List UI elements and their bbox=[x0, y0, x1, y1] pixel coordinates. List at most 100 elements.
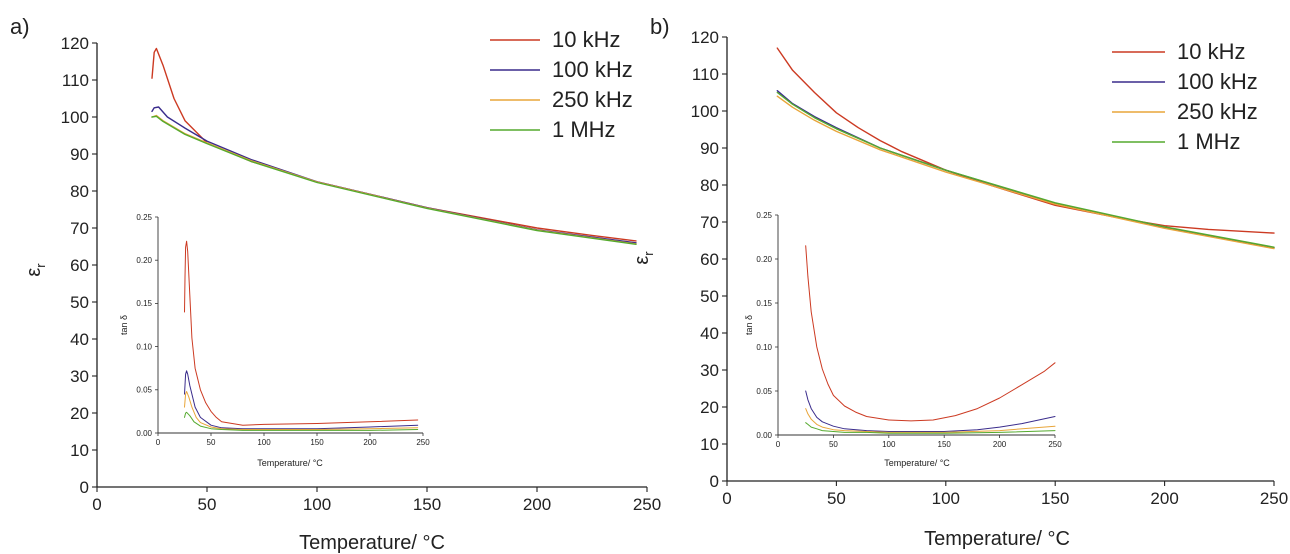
panel-b-inset: 0 50 100 150 200 2500.000.050.100.150.200.25 … bbox=[744, 211, 1062, 468]
panel-a-inset-series-250-khz bbox=[184, 391, 419, 430]
panel-b-y-tick-label: 110 bbox=[692, 65, 719, 84]
panel-b-inset-x-tick-label: 150 bbox=[938, 440, 952, 449]
panel-b-y-tick-label: 120 bbox=[691, 28, 719, 47]
panel-a-x-label: Temperature/ °C bbox=[299, 532, 445, 554]
panel-b-label: b) bbox=[650, 14, 670, 39]
panel-b-y-label: εr bbox=[631, 251, 656, 265]
panel-b-x-tick-label: 250 bbox=[1260, 489, 1288, 508]
panel-b-inset-y-tick-label: 0.20 bbox=[756, 255, 772, 264]
panel-a-y-tick-label: 0 bbox=[80, 478, 89, 497]
panel-a-inset-y-tick-label: 0.15 bbox=[136, 299, 152, 308]
panel-b-x-tick-label: 100 bbox=[932, 489, 960, 508]
panel-b-y-tick-label: 50 bbox=[700, 287, 719, 306]
panel-b-inset-x-tick-label: 50 bbox=[829, 440, 838, 449]
panel-a-inset-x-tick-label: 100 bbox=[257, 438, 271, 447]
panel-b-y-tick-label: 0 bbox=[710, 472, 719, 491]
panel-b-y-tick-label: 10 bbox=[700, 435, 719, 454]
panel-b-y-tick-label: 100 bbox=[691, 102, 719, 121]
panel-b-inset-y-tick-label: 0.10 bbox=[756, 343, 772, 352]
panel-a-y-tick-label: 10 bbox=[70, 441, 89, 460]
panel-b-x-tick-label: 150 bbox=[1041, 489, 1069, 508]
panel-b-inset-y-tick-label: 0.25 bbox=[756, 211, 772, 220]
panel-a-label: a) bbox=[10, 14, 30, 39]
panel-b-inset-x-tick-label: 250 bbox=[1048, 440, 1062, 449]
panel-b-inset-series-100-khz bbox=[805, 390, 1056, 432]
panel-b-inset-series-250-khz bbox=[805, 408, 1056, 433]
panel-b-y-tick-label: 70 bbox=[700, 213, 719, 232]
panel-b-legend: 10 kHz 100 kHz 250 kHz 1 MHz bbox=[1112, 39, 1258, 154]
panel-a-inset-x-tick-label: 0 bbox=[156, 438, 161, 447]
panel-a-legend-label-10-khz: 10 kHz bbox=[552, 27, 620, 52]
panel-a-legend: 10 kHz 100 kHz 250 kHz 1 MHz bbox=[490, 27, 633, 142]
panel-a-x-tick-label: 200 bbox=[523, 495, 551, 514]
panel-b-legend-label-250-khz: 250 kHz bbox=[1177, 99, 1258, 124]
panel-a-inset-y-tick-label: 0.20 bbox=[136, 256, 152, 265]
panel-a-ticks: 0 50 100 150 200 250 0 10 20 30 40 50 60 70 80 90 100 110… bbox=[61, 34, 662, 514]
panel-b-series-1-mhz bbox=[776, 91, 1275, 248]
panel-b-inset-y-tick-label: 0.15 bbox=[756, 299, 772, 308]
panel-b-y-tick-label: 80 bbox=[700, 176, 719, 195]
panel-a-y-tick-label: 110 bbox=[62, 71, 89, 90]
panel-a-inset-y-tick-label: 0.25 bbox=[136, 213, 152, 222]
panel-a-series-1-mhz bbox=[151, 115, 637, 246]
panel-a-inset-y-tick-label: 0.00 bbox=[136, 429, 152, 438]
panel-b-x-tick-label: 0 bbox=[722, 489, 731, 508]
panel-a-y-tick-label: 100 bbox=[61, 108, 89, 127]
panel-a-y-label: εr bbox=[23, 263, 48, 277]
panel-b-series-10-khz bbox=[776, 47, 1275, 234]
panel-b-inset-x-label: Temperature/ °C bbox=[884, 458, 950, 468]
panel-b-legend-label-100-khz: 100 kHz bbox=[1177, 69, 1258, 94]
panel-b-y-tick-label: 30 bbox=[700, 361, 719, 380]
panel-a-y-tick-label: 50 bbox=[70, 293, 89, 312]
panel-b-inset-series bbox=[805, 245, 1056, 434]
panel-b: b) 0 50 100 150 200 250 0 10 20 30 40 50 60 70 80 90 100… bbox=[631, 14, 1288, 550]
panel-a-inset-ticks: 0 50 100 150 200 250 0.00 0.05 0.10 0.15 0.20 0.25 bbox=[136, 213, 430, 447]
panel-a-y-tick-label: 20 bbox=[70, 404, 89, 423]
panel-b-series-250-khz bbox=[776, 95, 1275, 250]
panel-a-inset-series-10-khz bbox=[184, 240, 419, 426]
panel-b-inset-y-tick-label: 0.05 bbox=[756, 387, 772, 396]
panel-a-legend-label-100-khz: 100 kHz bbox=[552, 57, 633, 82]
panel-b-y-tick-label: 60 bbox=[700, 250, 719, 269]
panel-a-x-tick-label: 250 bbox=[633, 495, 661, 514]
panel-a-inset-x-label: Temperature/ °C bbox=[257, 458, 323, 468]
panel-a-x-tick-label: 0 bbox=[92, 495, 101, 514]
panel-b-x-tick-label: 200 bbox=[1150, 489, 1178, 508]
panel-a-y-tick-label: 30 bbox=[70, 367, 89, 386]
panel-a-y-tick-label: 60 bbox=[70, 256, 89, 275]
panel-a-inset-x-tick-label: 150 bbox=[310, 438, 324, 447]
panel-a-inset-x-tick-label: 50 bbox=[207, 438, 216, 447]
panel-b-x-label: Temperature/ °C bbox=[924, 528, 1070, 550]
panel-b-legend-label-10-khz: 10 kHz bbox=[1177, 39, 1245, 64]
panel-a-y-tick-label: 80 bbox=[70, 182, 89, 201]
panel-a-inset-x-tick-label: 200 bbox=[363, 438, 377, 447]
panel-b-y-tick-label: 90 bbox=[700, 139, 719, 158]
panel-b-inset-series-10-khz bbox=[805, 245, 1056, 422]
panel-a-inset-y-tick-label: 0.10 bbox=[136, 342, 152, 351]
panel-b-ticks: 0 50 100 150 200 250 0 10 20 30 40 50 60 70 80 90 100 110… bbox=[691, 28, 1289, 508]
panel-a-inset-series-100-khz bbox=[184, 370, 419, 430]
panel-a-inset-x-tick-label: 250 bbox=[416, 438, 430, 447]
panel-a-inset-y-label: tan δ bbox=[119, 315, 129, 335]
panel-a-inset-y-tick-label: 0.05 bbox=[136, 386, 152, 395]
panel-b-inset-y-label: tan δ bbox=[744, 315, 754, 335]
panel-a-x-tick-label: 150 bbox=[413, 495, 441, 514]
panel-a-x-tick-label: 100 bbox=[303, 495, 331, 514]
panel-b-inset-y-tick-label: 0.00 bbox=[756, 431, 772, 440]
panel-b-inset-ticks: 0 50 100 150 200 250 0.00 0.05 0.10 0.15 0.20 0.25 bbox=[756, 211, 1062, 449]
panel-b-inset-x-tick-label: 0 bbox=[776, 440, 781, 449]
panel-a-legend-label-1-mhz: 1 MHz bbox=[552, 117, 616, 142]
panel-a-y-tick-label: 40 bbox=[70, 330, 89, 349]
panel-b-x-tick-label: 50 bbox=[827, 489, 846, 508]
panel-b-legend-label-1-mhz: 1 MHz bbox=[1177, 129, 1241, 154]
panel-a-inset-series bbox=[184, 240, 419, 431]
panel-a-y-tick-label: 120 bbox=[61, 34, 89, 53]
panel-a-y-tick-label: 90 bbox=[70, 145, 89, 164]
panel-a-legend-label-250-khz: 250 kHz bbox=[552, 87, 633, 112]
panel-a: a) 0 50 100 150 200 250 0 10 20 30 40 50 60 70 80 90 100… bbox=[10, 14, 661, 554]
panel-b-series bbox=[776, 47, 1275, 250]
panel-b-y-tick-label: 40 bbox=[700, 324, 719, 343]
panel-b-inset-series-1-mhz bbox=[805, 422, 1056, 434]
panel-a-series bbox=[151, 47, 637, 246]
